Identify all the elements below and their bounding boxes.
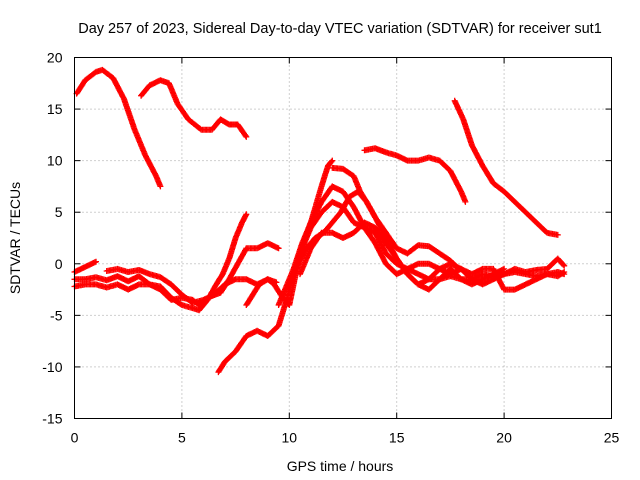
data-point [560,261,567,268]
data-point [501,265,508,272]
x-axis-label: GPS time / hours [287,458,394,474]
data-point [328,158,335,165]
series-trace-13 [243,276,280,308]
series-trace-4 [451,97,561,238]
series-trace-5 [215,157,336,376]
y-tick-label: -10 [42,359,62,375]
series-trace-2 [138,77,250,140]
x-tick-label: 25 [604,430,620,446]
data-point [275,245,282,252]
x-tick-label: 5 [178,430,186,446]
data-point [273,279,280,286]
x-tick-label: 20 [496,430,512,446]
series-trace-14 [297,219,508,293]
chart-title: Day 257 of 2023, Sidereal Day-to-day VTE… [78,21,602,37]
data-point [243,211,250,218]
x-tick-label: 15 [389,430,405,446]
data-point [554,231,561,238]
y-tick-label: 15 [47,101,63,117]
x-tick-label: 10 [282,430,298,446]
data-point [329,157,336,164]
data-point [93,258,99,265]
series-trace-7 [71,258,99,275]
y-tick-label: 20 [47,50,63,66]
y-tick-label: 5 [55,204,63,220]
data-series [71,66,568,376]
data-point [243,133,250,140]
series-trace-1 [73,66,164,190]
plot-frame [74,57,612,419]
data-point [561,271,568,278]
data-point [157,183,164,190]
x-tick-label: 0 [71,430,79,446]
y-tick-label: -5 [50,307,63,323]
series-trace-3 [361,145,469,205]
y-tick-label: -15 [42,411,62,427]
data-point [561,262,568,269]
y-axis-label: SDTVAR / TECUs [7,182,23,294]
data-point [242,132,249,139]
y-tick-label: 0 [55,256,63,272]
data-point [462,198,469,205]
y-tick-label: 10 [47,153,63,169]
